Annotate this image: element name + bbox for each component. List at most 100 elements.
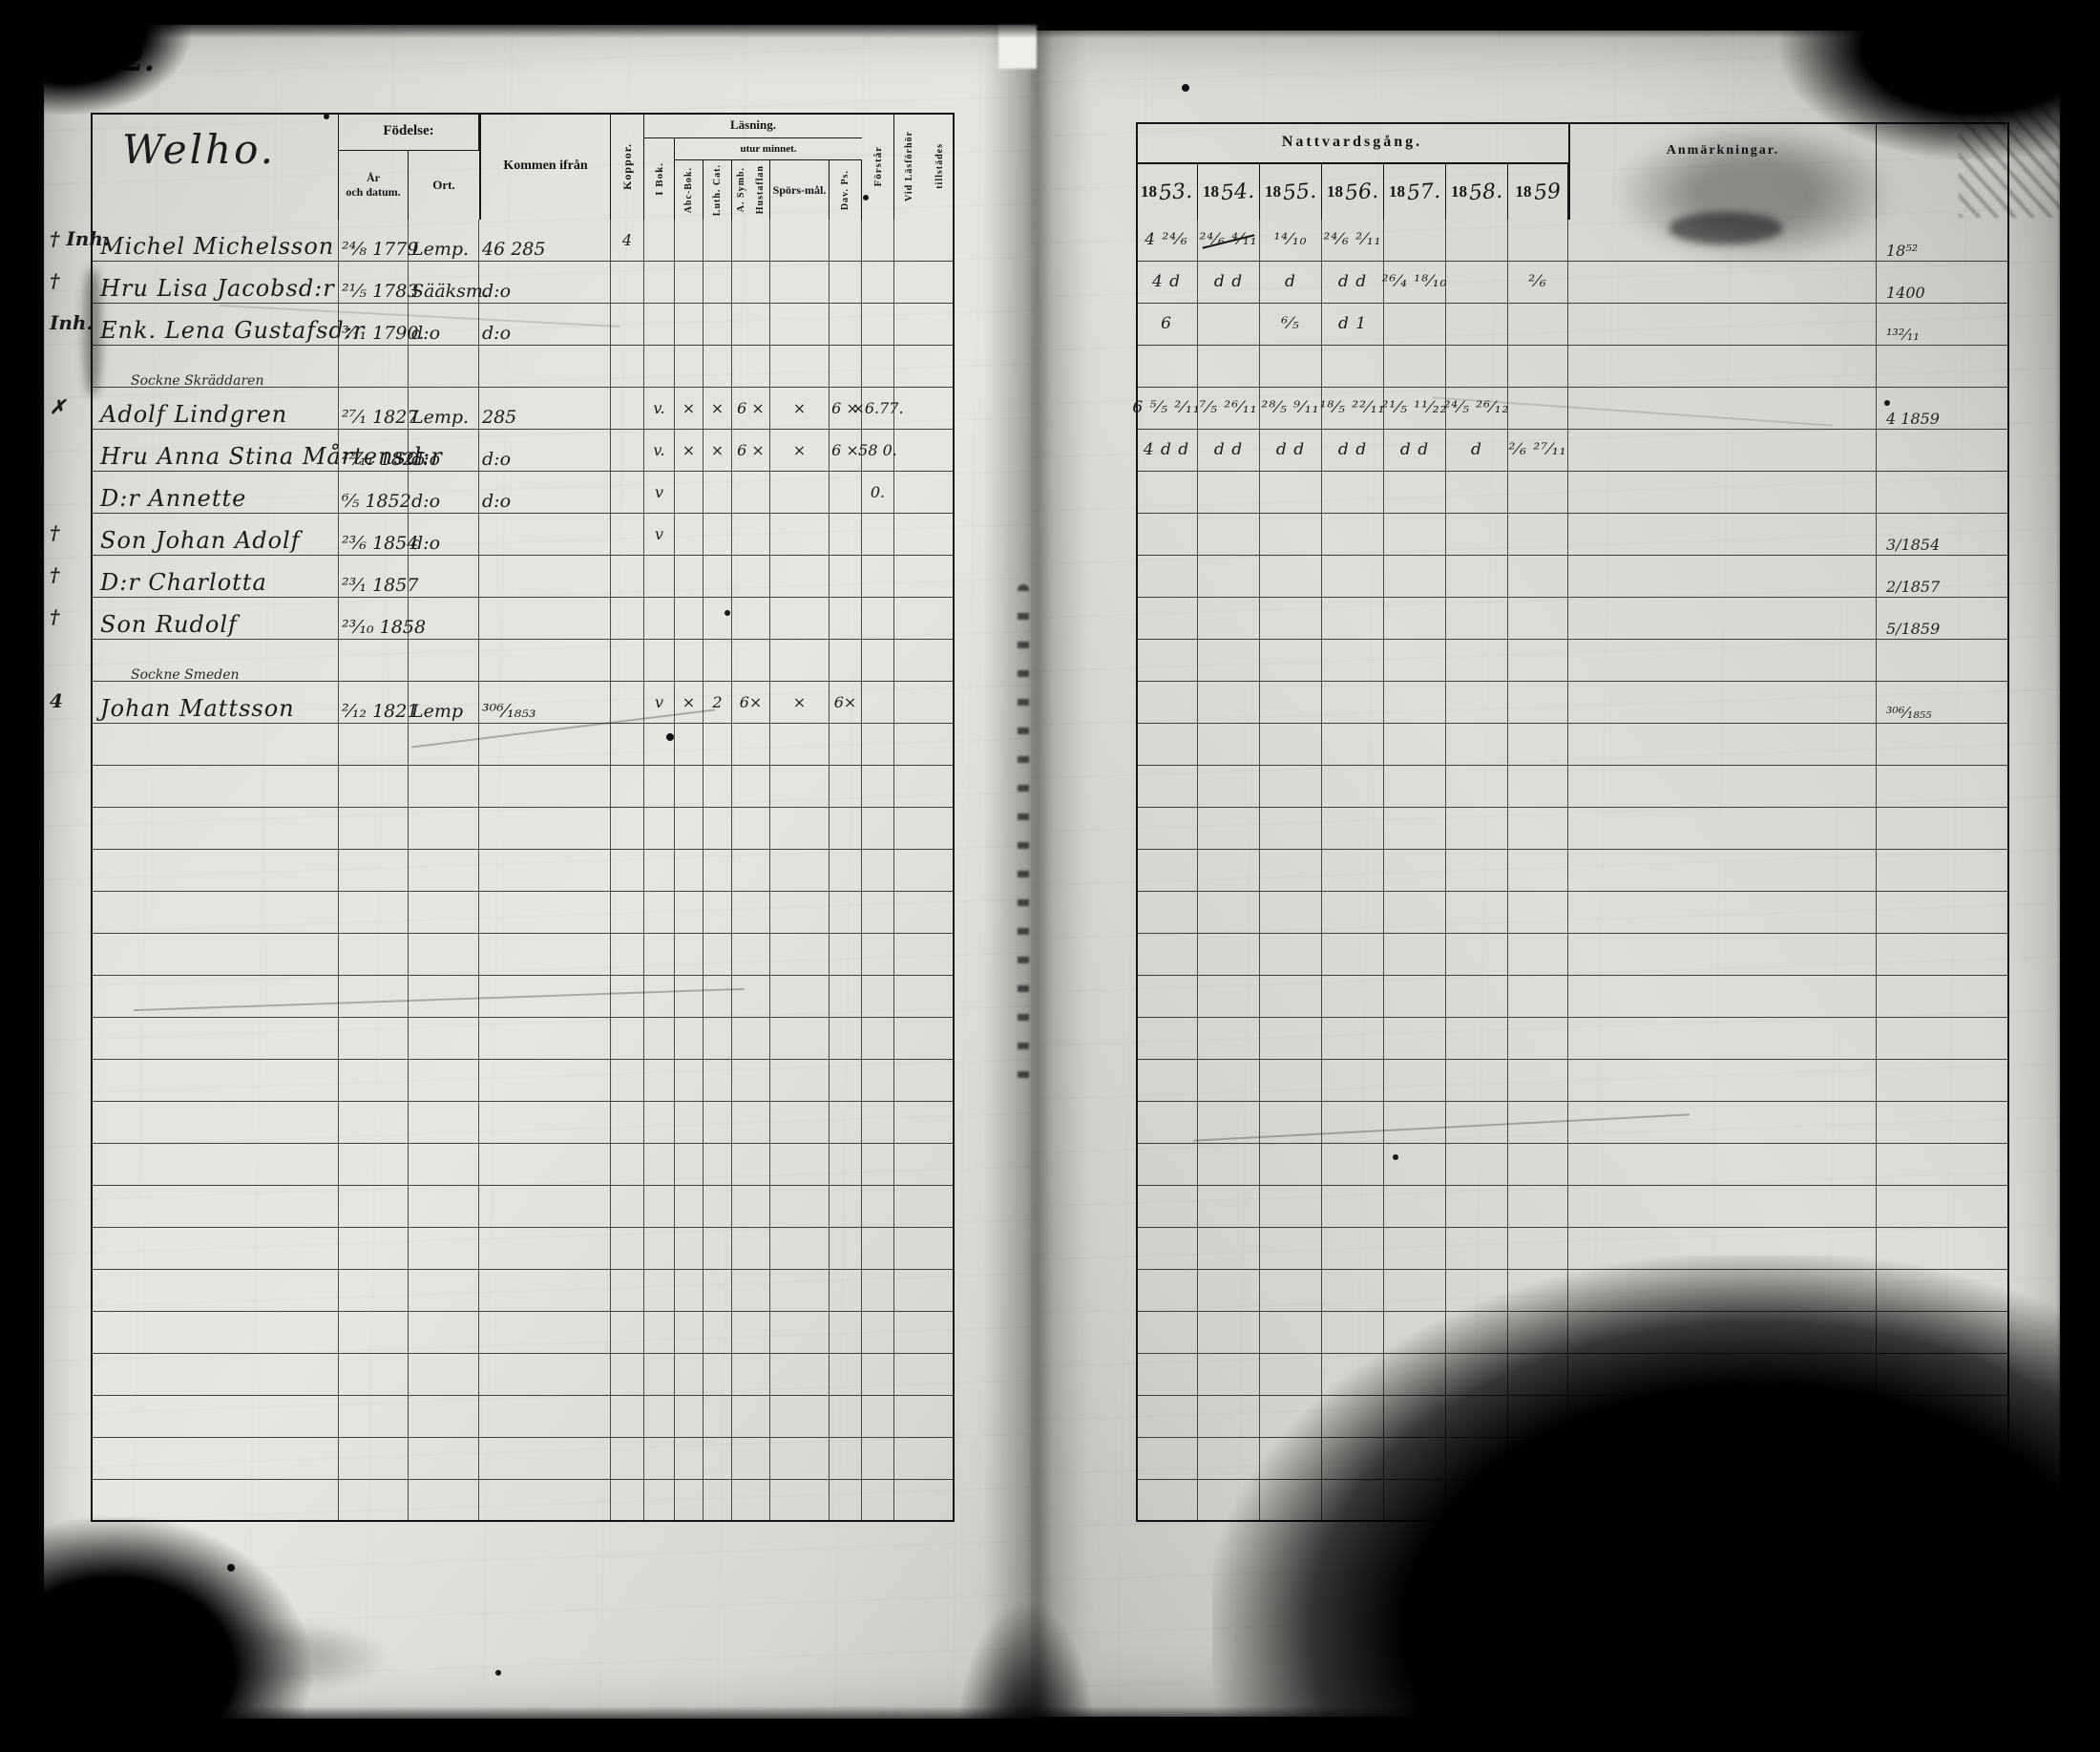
cell-anm [1568,682,1877,723]
cell-symb [732,808,770,849]
cell-y1856 [1322,1396,1384,1437]
cell-y1854 [1198,1144,1260,1185]
table-row [91,1270,955,1312]
cell-date [339,1060,409,1101]
cell-ibok [644,346,675,387]
cell-y1856 [1322,1144,1384,1185]
cell-forstar [862,1438,894,1479]
cell-ort [409,1228,479,1269]
cell-symb [732,1438,770,1479]
cell-ibok [644,1312,675,1353]
cell-y1854 [1198,1480,1260,1521]
cell-koppor [611,1480,644,1521]
cell-kommen [479,598,611,639]
cell-kommen [479,1102,611,1143]
cell-symb: 6 × [732,388,770,429]
cell-y1858 [1446,934,1508,975]
table-row [91,1102,955,1144]
cell-kommen [479,640,611,681]
cell-y1854 [1198,808,1260,849]
cell-kommen [479,1060,611,1101]
margin-mark: † [50,521,60,544]
table-row [91,1480,955,1522]
cell-davps [830,640,862,681]
table-row: 2/1857 [1136,556,2009,598]
cell-edge: 1400 [1877,262,2009,303]
cell-symb [732,1228,770,1269]
header-vidlasforhor-label: Vid Läsförhör [904,130,914,202]
cell-luth [704,1060,732,1101]
cell-abc [675,1060,704,1101]
cell-ort [409,346,479,387]
cell-y1856 [1322,1060,1384,1101]
cell-vidlas [894,430,955,471]
table-row [91,850,955,892]
cell-luth [704,1144,732,1185]
cell-y1858 [1446,682,1508,723]
handwritten-y1856: ¹⁸⁄₅ ²²⁄₁₁ [1319,398,1386,417]
handwritten-date: ²¹⁄₅ 1783 [342,281,419,302]
cell-davps [830,1102,862,1143]
handwritten-ibok: v [654,692,664,711]
cell-y1854 [1198,724,1260,765]
cell-luth [704,514,732,555]
cell-y1857: ²¹⁄₅ ¹¹⁄₂₂ [1382,388,1446,429]
cell-ibok [644,1018,675,1059]
cell-kommen [479,514,611,555]
cell-y1857 [1384,1102,1446,1143]
cell-abc [675,640,704,681]
cell-y1859 [1508,640,1568,681]
handwritten-y1853: 4 d d [1143,440,1190,459]
handwritten-edge: 2/1857 [1886,578,1941,596]
cell-y1858 [1446,1438,1508,1479]
cell-kommen [479,892,611,933]
table-row [1136,1354,2009,1396]
cell-y1858: d [1446,430,1508,471]
handwritten-abc: × [682,440,696,459]
cell-date [339,976,409,1017]
cell-y1853: 4 ²⁴⁄₆ [1136,220,1198,261]
cell-forstar: 0. [862,472,894,513]
cell-y1856 [1322,1270,1384,1311]
handwritten-abc: × [682,692,696,711]
header-tillstades-label: tillstädes [934,143,945,189]
cell-davps [830,1480,862,1521]
cell-davps [830,766,862,807]
cell-forstar [862,724,894,765]
cell-date [339,1270,409,1311]
cell-name [91,766,339,807]
cell-symb [732,304,770,345]
cell-y1859 [1508,1018,1568,1059]
cell-y1857 [1384,1018,1446,1059]
cell-abc [675,976,704,1017]
table-row [1136,724,2009,766]
cell-spors [770,766,830,807]
cell-y1855 [1260,640,1322,681]
handwritten-forstar: ×6.77. [851,398,904,417]
header-luth-cat: Luth. Cat. [704,160,732,220]
cell-edge [1877,640,2009,681]
cell-forstar [862,1186,894,1227]
year-header-1854: 18 54. [1198,164,1260,220]
cell-y1858 [1446,976,1508,1017]
cell-y1854: ²⁴⁄₆ ⁴⁄₁₁ [1198,220,1260,261]
cell-y1856 [1322,976,1384,1017]
cell-ort: Sääksm. [409,262,489,303]
year-printed-prefix: 18 [1265,182,1281,201]
cell-y1859 [1508,850,1568,891]
cell-y1857 [1384,1396,1446,1437]
cell-y1858 [1446,640,1508,681]
handwritten-edge: 18⁵² [1886,242,1919,260]
table-row [91,766,955,808]
cell-date [339,1312,409,1353]
cell-anm [1568,1144,1877,1185]
cell-ibok [644,1102,675,1143]
table-row [1136,472,2009,514]
cell-forstar [862,892,894,933]
cell-koppor [611,556,644,597]
cell-vidlas [894,1270,955,1311]
cell-y1855: d d [1260,430,1322,471]
cell-edge [1877,1312,2009,1353]
cell-luth [704,1396,732,1437]
cell-y1856 [1322,1018,1384,1059]
